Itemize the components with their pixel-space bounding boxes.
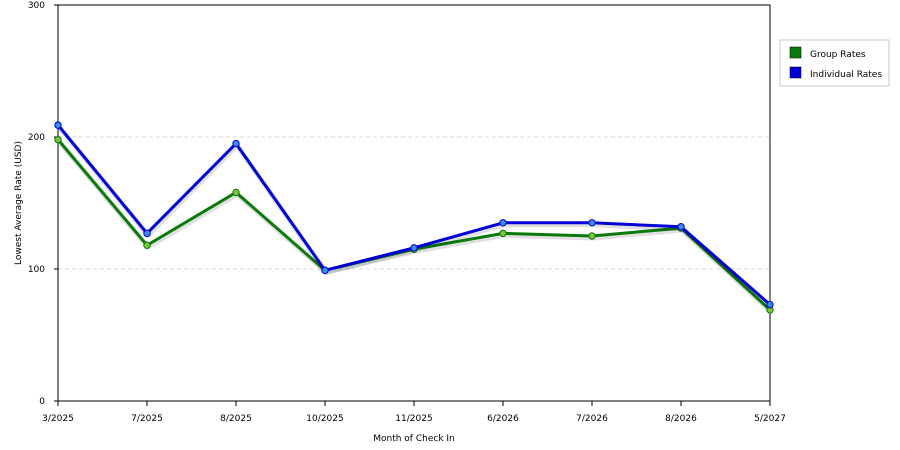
- data-point-individual-rates: [54, 121, 62, 129]
- data-point-individual-rates: [677, 223, 685, 231]
- data-point-individual-rates: [766, 300, 774, 309]
- data-point-individual-rates: [410, 244, 418, 252]
- y-axis-title: Lowest Average Rate (USD): [14, 141, 24, 265]
- data-point-individual-rates: [232, 139, 240, 148]
- x-tick-label: 8/2025: [220, 414, 252, 424]
- x-tick-label: 10/2025: [306, 414, 343, 424]
- data-point-individual-rates: [321, 266, 329, 275]
- data-point-individual-rates: [143, 229, 151, 238]
- series-line-shadow: [57, 125, 773, 309]
- axes: 0 100 200 300 3/2025 7/2025 8/2025 10/2025 11/20…: [28, 1, 786, 424]
- legend-label-individual-rates: Individual Rates: [810, 70, 882, 80]
- series-individual-rates: [54, 121, 774, 309]
- y-tick-label: 300: [28, 1, 45, 11]
- x-tick-label: 3/2025: [42, 414, 74, 424]
- x-axis-title: Month of Check In: [373, 434, 455, 444]
- legend-swatch-group-rates: [789, 46, 802, 59]
- x-tick-label: 7/2025: [131, 414, 163, 424]
- x-tick-label: 7/2026: [576, 414, 608, 424]
- legend-label-group-rates: Group Rates: [810, 50, 866, 60]
- series-line-individual-rates: [56, 124, 771, 306]
- legend-swatch-individual-rates: [789, 66, 802, 79]
- y-tick-label: 100: [28, 265, 45, 275]
- data-point-individual-rates: [588, 219, 596, 227]
- legend: Group Rates Individual Rates: [779, 39, 890, 87]
- data-point-group-rates: [588, 232, 596, 240]
- data-point-group-rates: [232, 188, 240, 197]
- y-tick-label: 0: [39, 397, 45, 407]
- data-point-group-rates: [499, 229, 507, 238]
- y-tick-label: 200: [28, 133, 45, 143]
- data-point-group-rates: [143, 241, 151, 249]
- data-point-individual-rates: [499, 219, 507, 227]
- plot-area: [57, 4, 771, 402]
- x-tick-label: 8/2026: [665, 414, 697, 424]
- data-point-group-rates: [54, 135, 62, 144]
- x-tick-label: 11/2025: [395, 414, 432, 424]
- x-tick-label: 6/2026: [487, 414, 519, 424]
- series-group: [54, 121, 774, 314]
- x-tick-label: 5/2027: [754, 414, 786, 424]
